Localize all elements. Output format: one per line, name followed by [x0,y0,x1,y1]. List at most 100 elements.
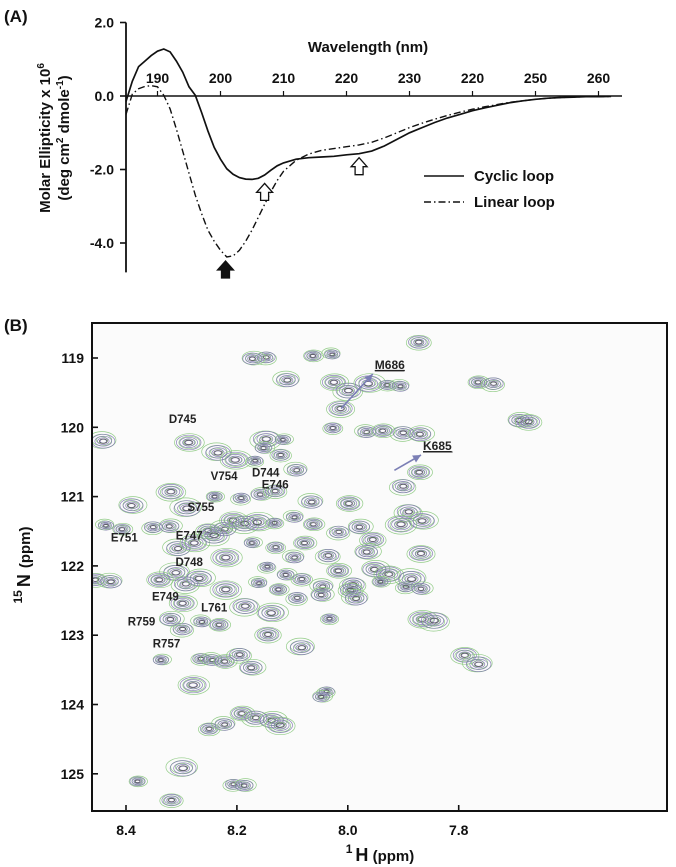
cd-arrow-annotations [216,156,369,279]
hsqc-y-axis-unit: (ppm) [17,526,34,568]
hsqc-peak [314,548,341,565]
cd-y-axis-unit-b: dmole [56,89,73,137]
hsqc-peak [320,373,350,392]
hsqc-residue-label: E746 [262,479,289,491]
hsqc-residue-label: D744 [252,468,280,480]
hsqc-peak [248,576,268,589]
hsqc-peak [190,614,211,628]
hsqc-y-tick-label: 123 [61,627,85,643]
hsqc-peak [341,589,369,606]
hsqc-peak [146,571,174,589]
hsqc-peak [407,464,433,481]
cd-y-tick-label: -2.0 [90,162,114,178]
hsqc-peak [268,583,290,596]
hsqc-peak [407,425,435,442]
hsqc-peak [213,654,238,669]
hsqc-peak [95,518,115,531]
hsqc-peak [128,775,148,788]
hsqc-y-axis-sup: 15 [11,590,25,604]
cd-y-axis-unit-c: ) [56,75,73,80]
legend-label-linear: Linear loop [474,194,555,211]
hsqc-peak [388,479,417,496]
hsqc-peak [462,653,493,673]
hsqc-shift-arrow: K685 [394,439,453,471]
hsqc-peak [229,598,260,617]
panel-b: (B) 119 120 121 122 123 124 125 8.4 8.2 8.0 7.8 D7… [4,316,668,865]
hsqc-peak [177,675,210,695]
hsqc-shift-arrow: M686 [340,358,405,410]
hsqc-peak [210,547,243,568]
cd-x-tick-label: 190 [146,70,170,86]
hsqc-peak [263,484,288,499]
hsqc-peak [283,461,308,477]
hsqc-peak [388,378,410,392]
hsqc-peak [406,545,436,563]
hsqc-peak [96,572,123,589]
hsqc-peak [226,648,252,664]
hsqc-peak [285,592,308,606]
hsqc-shift-arrows: M686 K685 [340,358,453,471]
cd-legend: Cyclic loop Linear loop [424,168,555,211]
hsqc-y-axis-main: N [14,574,34,587]
hsqc-peak [254,441,276,454]
hsqc-peak [290,572,313,587]
hsqc-peak [201,442,232,461]
cd-line-cyclic-loop [125,48,612,181]
cd-x-tick-label: 220 [461,70,485,86]
cd-x-tick-label: 260 [587,70,611,86]
hsqc-y-tick-label: 125 [61,766,85,782]
cd-y-axis-unit-sup-neg1: -1 [55,80,66,89]
hsqc-x-axis-main: H [355,845,368,865]
cd-x-tick-label: 210 [272,70,296,86]
cd-x-tick-label: 250 [524,70,548,86]
hsqc-peak [152,653,172,666]
hsqc-peak [118,496,148,514]
hsqc-peak [480,377,505,393]
hsqc-peak [168,594,198,613]
hsqc-peak [185,568,216,587]
panel-a-label: (A) [4,7,28,26]
hsqc-y-tick-label: 121 [61,489,85,505]
hsqc-peak [211,716,236,731]
hsqc-peak [112,522,134,536]
hsqc-x-tick-label: 8.0 [338,822,358,838]
hsqc-peak [450,647,480,665]
hsqc-plot-frame [91,322,668,812]
hsqc-peak [297,493,324,509]
hsqc-peak [269,448,292,463]
hsqc-residue-label: E749 [152,592,179,604]
hsqc-peak [384,515,418,535]
hsqc-peak [285,637,315,656]
hsqc-peak [282,509,304,523]
hsqc-peak [208,618,232,632]
cd-x-tick-label: 200 [209,70,233,86]
hsqc-peak [326,400,356,418]
hsqc-peak [265,517,285,530]
hsqc-peak [239,658,267,676]
hsqc-residue-label: V754 [211,471,238,483]
cd-line-linear-loop [125,84,612,258]
hsqc-peak [293,535,318,551]
hsqc-peak [169,622,194,638]
hsqc-residue-label: S755 [187,502,214,514]
hsqc-y-tick-label: 120 [61,419,85,435]
hsqc-peak [241,350,266,366]
hsqc-peak [244,455,265,468]
hsqc-peak [93,573,108,588]
hsqc-peak [326,563,352,579]
hsqc-peak [174,433,205,452]
cd-x-tick-label: 230 [398,70,422,86]
hsqc-peak [371,576,391,588]
hsqc-peak [256,602,289,623]
hsqc-y-tick-label: 119 [61,350,84,366]
cd-y-tick-label: 0.0 [95,88,115,104]
hsqc-peak [417,612,450,632]
hsqc-x-tick-label: 7.8 [449,822,469,838]
hsqc-peak [159,793,184,808]
legend-label-cyclic: Cyclic loop [474,168,554,185]
cd-y-axis-unit-a: (deg cm [56,143,73,201]
cd-y-axis-title-sup: 6 [36,63,47,69]
hsqc-peak [302,517,326,532]
